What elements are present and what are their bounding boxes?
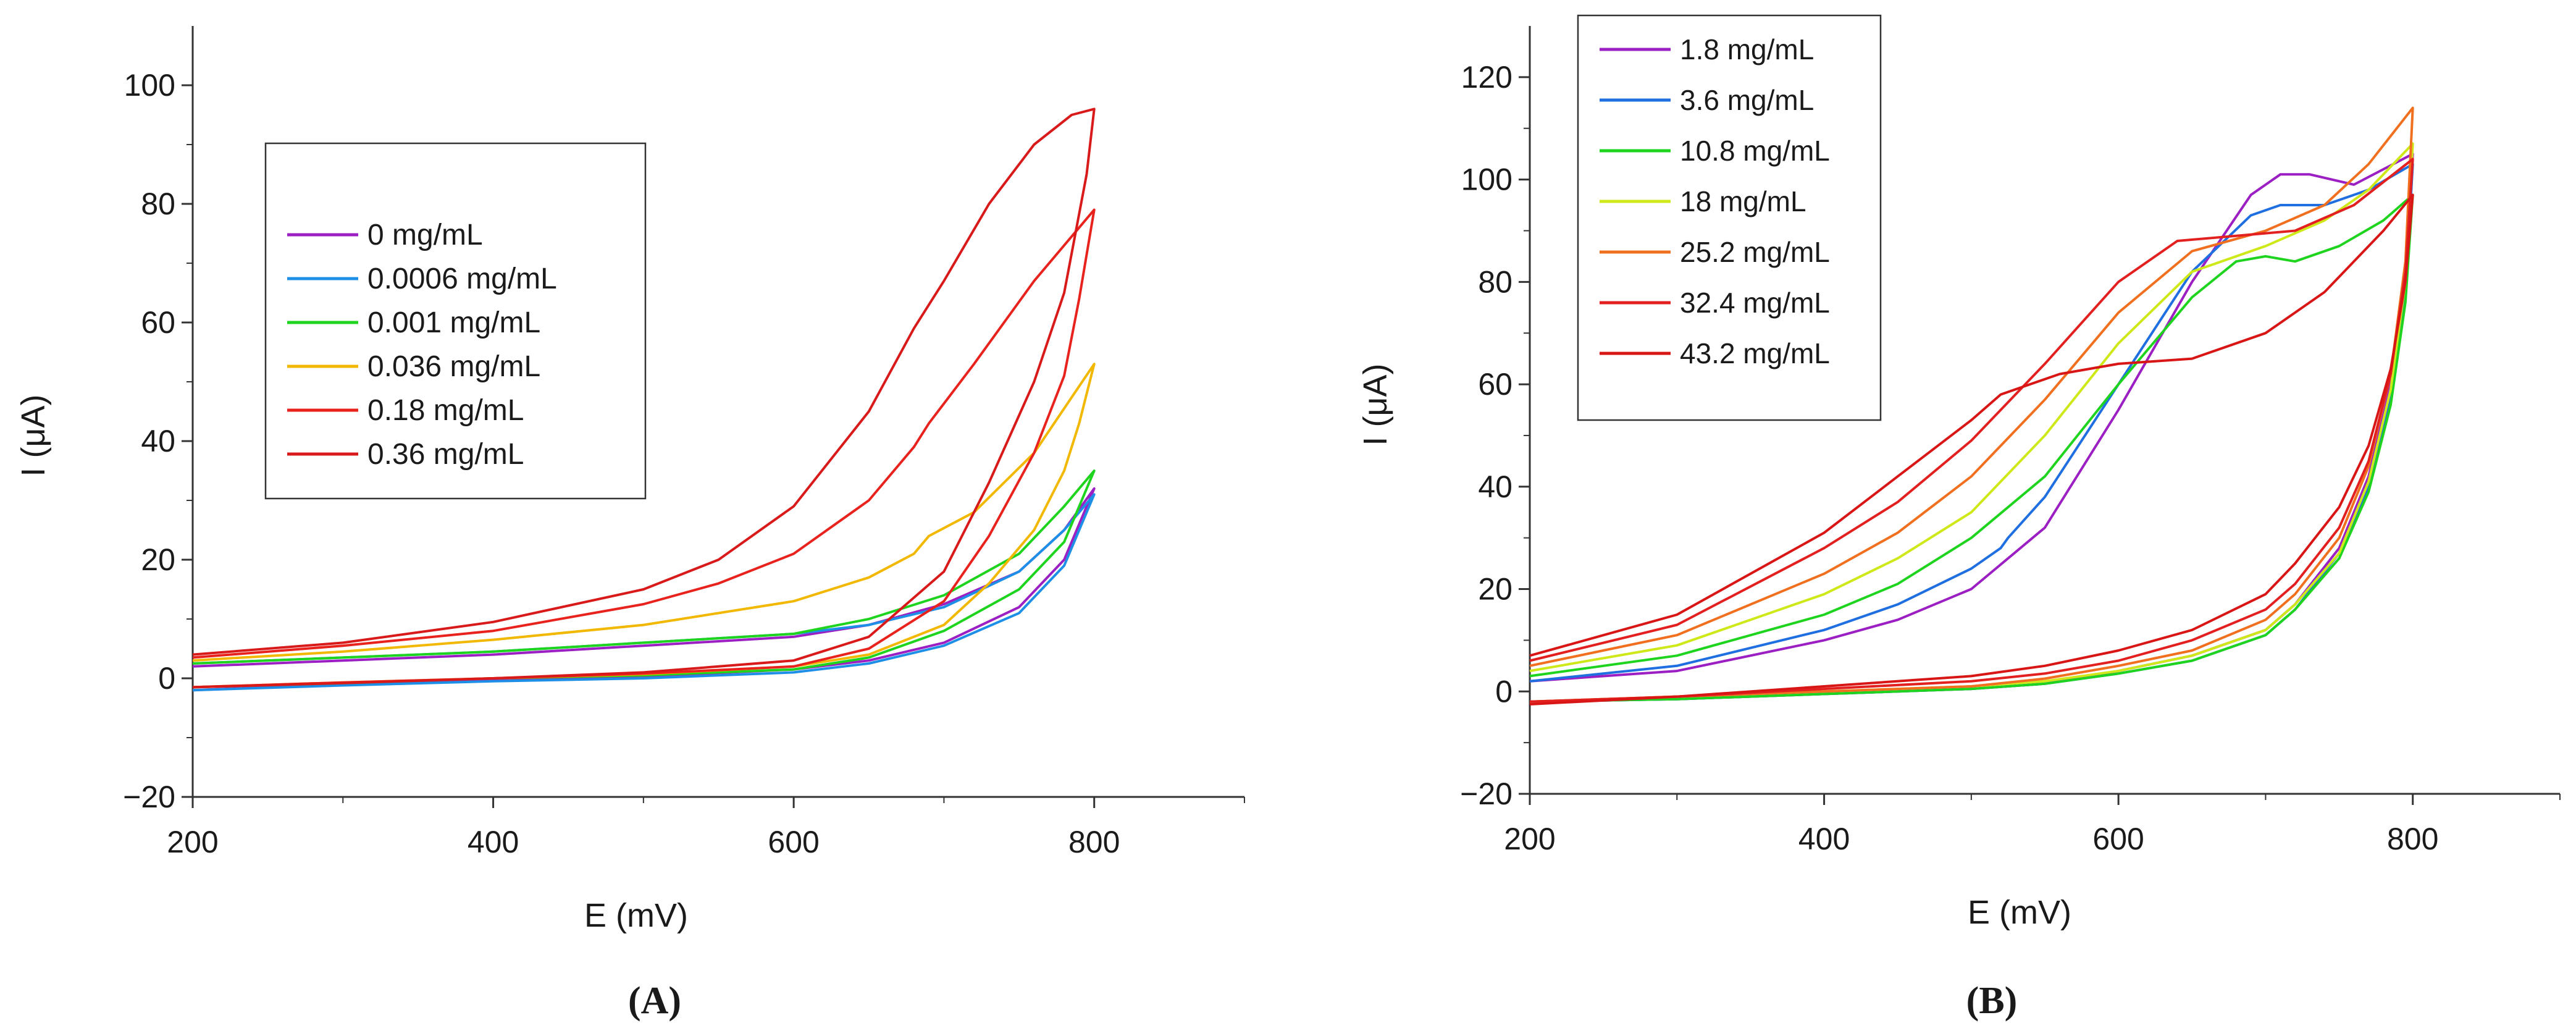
y-tick-label: 20	[141, 542, 175, 577]
y-tick-label: 60	[1478, 367, 1512, 402]
y-tick-label: 80	[1478, 264, 1512, 299]
panel-label: (A)	[628, 980, 681, 1022]
legend-label: 0.0006 mg/mL	[367, 263, 557, 295]
y-tick-label: 20	[1478, 572, 1512, 607]
chart-panel-b: −20 0 20 40 60 80 100 120 200 400 600 800 E (mV) I (μ…	[1357, 14, 2561, 1022]
legend-label: 10.8 mg/mL	[1680, 135, 1830, 167]
y-tick-label: 0	[158, 661, 175, 696]
x-axis-title: E (mV)	[584, 897, 688, 934]
series-line	[192, 208, 1096, 689]
legend-label: 0.18 mg/mL	[367, 394, 524, 427]
x-tick-label: 400	[468, 825, 519, 859]
y-tick-label: 0	[1495, 674, 1512, 709]
y-tick-label: 100	[1461, 162, 1512, 197]
legend-label: 0.001 mg/mL	[367, 306, 540, 339]
legend-label: 0 mg/mL	[367, 219, 483, 251]
series-line	[1529, 193, 2414, 705]
legend-label: 0.036 mg/mL	[367, 350, 540, 383]
x-axis-title: E (mV)	[1968, 894, 2071, 931]
y-tick-label: −20	[123, 780, 175, 814]
series-line	[192, 107, 1096, 689]
y-tick-label: 100	[124, 68, 175, 103]
series-line	[192, 470, 1096, 689]
y-axis-title: I (μA)	[15, 394, 52, 476]
x-tick-label: 200	[1504, 822, 1555, 856]
legend-label: 0.36 mg/mL	[367, 438, 524, 471]
legend-label: 43.2 mg/mL	[1680, 337, 1830, 369]
y-axis-title: I (μA)	[1357, 363, 1394, 445]
x-tick-label: 800	[2387, 822, 2438, 856]
x-tick-label: 600	[768, 825, 819, 859]
x-tick-label: 200	[167, 825, 218, 859]
x-tick-label: 400	[1798, 822, 1850, 856]
y-tick-label: 40	[141, 424, 175, 458]
x-tick-label: 800	[1068, 825, 1120, 859]
legend-label: 18 mg/mL	[1680, 185, 1806, 217]
y-tick-label: 40	[1478, 470, 1512, 504]
panel-label: (B)	[1966, 980, 2018, 1022]
y-tick-label: 120	[1461, 60, 1512, 95]
x-tick-label: 600	[2092, 822, 2144, 856]
legend-label: 3.6 mg/mL	[1680, 84, 1814, 116]
chart-panel-a: −20 0 20 40 60 80 100 200 400 600 800 E (mV) I (μA) 0…	[15, 26, 1245, 1022]
y-tick-label: 80	[141, 187, 175, 221]
legend-label: 25.2 mg/mL	[1680, 236, 1830, 268]
legend-label: 32.4 mg/mL	[1680, 287, 1830, 319]
y-tick-label: 60	[141, 305, 175, 340]
y-tick-label: −20	[1460, 777, 1512, 811]
legend-label: 1.8 mg/mL	[1680, 33, 1814, 65]
